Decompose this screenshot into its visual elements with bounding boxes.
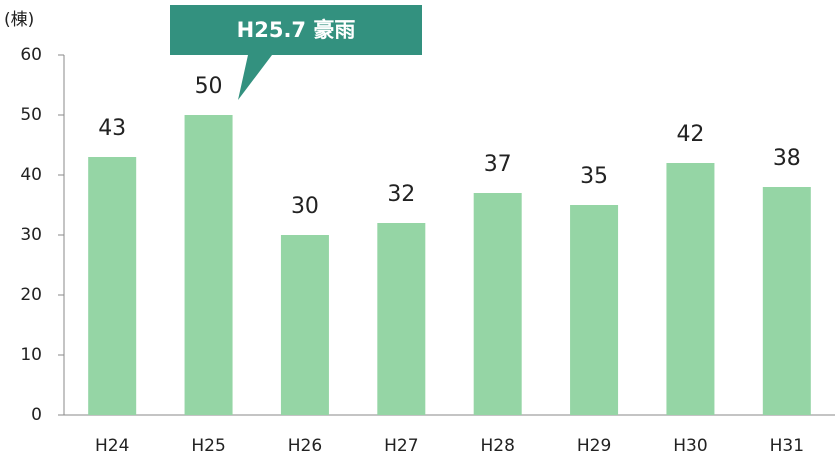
x-tick-label: H26 <box>288 436 322 456</box>
annotation: H25.7 豪雨 <box>237 18 356 42</box>
data-label: 32 <box>387 182 415 207</box>
x-tick-label: H31 <box>770 436 804 456</box>
data-label: 30 <box>291 194 319 219</box>
bar <box>377 223 426 415</box>
bar <box>473 193 522 415</box>
data-label: 43 <box>98 116 126 141</box>
callout <box>170 5 422 100</box>
x-tick-label: H27 <box>384 436 418 456</box>
x-tick-label: H24 <box>95 436 129 456</box>
data-label: 37 <box>484 152 512 177</box>
y-tick-label: 0 <box>31 405 42 425</box>
y-tick-label: 60 <box>20 45 42 65</box>
bar <box>280 235 329 415</box>
unit-label: (棟) <box>4 10 34 30</box>
data-label: 35 <box>580 164 608 189</box>
x-tick-label: H25 <box>191 436 225 456</box>
x-tick-label: H28 <box>480 436 514 456</box>
bar <box>666 163 715 415</box>
x-tick-label: H30 <box>673 436 707 456</box>
bar <box>184 115 233 415</box>
bar <box>88 157 137 415</box>
data-label: 50 <box>195 74 223 99</box>
y-tick-label: 30 <box>20 225 42 245</box>
y-tick-label: 10 <box>20 345 42 365</box>
y-tick-label: 40 <box>20 165 42 185</box>
data-label: 42 <box>676 122 704 147</box>
x-tick-label: H29 <box>577 436 611 456</box>
bar <box>570 205 619 415</box>
bar <box>762 187 811 415</box>
y-tick-label: 20 <box>20 285 42 305</box>
y-tick-label: 50 <box>20 105 42 125</box>
data-label: 38 <box>773 146 801 171</box>
